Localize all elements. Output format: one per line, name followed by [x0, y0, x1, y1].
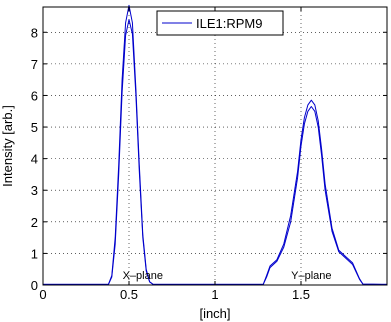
- plane-label: X–plane: [123, 270, 163, 282]
- series-line-1: [43, 19, 388, 285]
- annotations: X–plane Y–plane: [123, 270, 332, 282]
- y-tick-label: 1: [31, 246, 38, 261]
- x-tick-label: 1: [211, 287, 218, 302]
- x-axis-label: [inch]: [199, 306, 230, 321]
- legend-label: ILE1:RPM9: [196, 16, 262, 31]
- plane-label: Y–plane: [291, 270, 331, 282]
- series-layer: [43, 4, 388, 285]
- x-tick-label: 0: [39, 287, 46, 302]
- y-tick-label: 7: [31, 57, 38, 72]
- y-tick-label: 5: [31, 120, 38, 135]
- y-tick-label: 2: [31, 215, 38, 230]
- ticks: 0 0.5 1 1.5 0 1 2 3 4 5 6 7 8: [31, 7, 387, 302]
- plot-area: [43, 7, 387, 285]
- y-tick-label: 8: [31, 25, 38, 40]
- y-tick-label: 0: [31, 278, 38, 293]
- legend: ILE1:RPM9: [156, 10, 284, 36]
- x-tick-label: 0.5: [120, 287, 138, 302]
- series-line-0: [43, 4, 388, 285]
- y-tick-label: 3: [31, 183, 38, 198]
- y-axis-label: Intensity [arb.]: [0, 105, 15, 187]
- x-tick-label: 1.5: [292, 287, 310, 302]
- y-tick-label: 4: [31, 152, 38, 167]
- y-tick-label: 6: [31, 88, 38, 103]
